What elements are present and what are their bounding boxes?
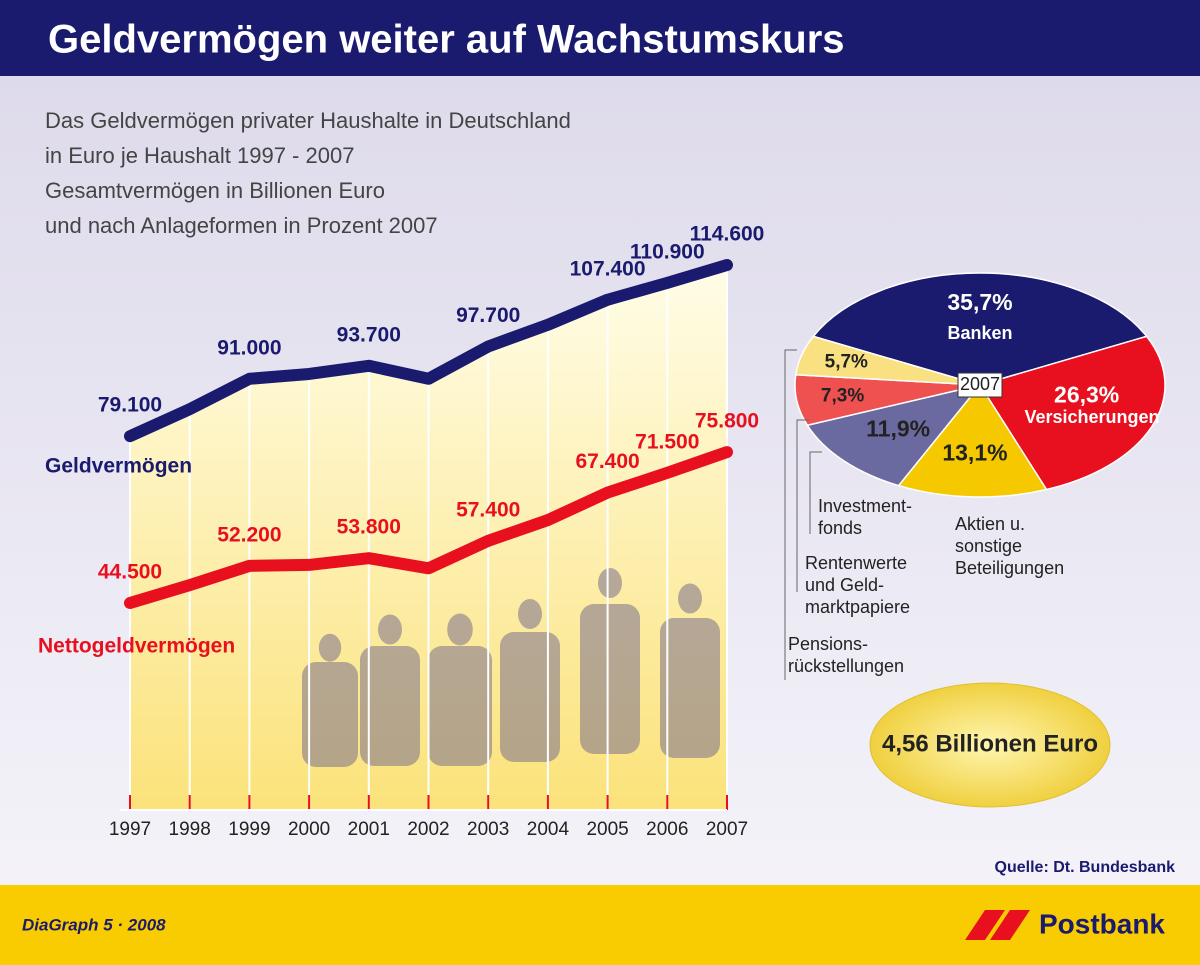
x-tick-label: 1998: [169, 819, 211, 840]
value-label: 91.000: [217, 336, 281, 359]
series-line: [124, 259, 733, 443]
value-label: 11,9%: [866, 415, 930, 441]
pie-chart: 35,7% 26,3% 13,1% 11,9%7,3% 5,7% Banken Versic…: [784, 272, 1166, 680]
coin: [869, 682, 1111, 808]
subtitle-line: Gesamtvermögen in Billionen Euro: [45, 178, 385, 203]
category-label: Banken: [947, 323, 1012, 343]
value-label: 71.500: [635, 430, 699, 453]
category-label: Aktien u.: [955, 514, 1025, 534]
value-label: 13,1%: [942, 439, 1007, 465]
leader-line: [809, 451, 822, 534]
category-label: marktpapiere: [805, 597, 910, 617]
x-tick-label: 2001: [348, 819, 390, 840]
footer: DiaGraph 5 · 2008: [22, 915, 166, 934]
silhouette-body: [660, 618, 720, 758]
center-box: [957, 372, 1003, 398]
pie-slice: [978, 335, 1166, 491]
silhouette-head: [318, 633, 342, 662]
subtitle-line: und nach Anlageformen in Prozent 2007: [45, 213, 438, 238]
value-label: 26,3%: [1054, 382, 1119, 408]
title-bar: [0, 0, 1200, 76]
pie-slice: [806, 383, 982, 487]
silhouette-body: [360, 646, 420, 766]
brand: Postbank: [1039, 908, 1165, 939]
x-tick-label: 2005: [586, 819, 628, 840]
value-label: 35,7%: [947, 289, 1012, 315]
value-label: 53.800: [337, 516, 401, 539]
series-name: Nettogeldvermögen: [38, 635, 235, 658]
value-label: 114.600: [690, 223, 765, 246]
x-tick-label: 2006: [646, 819, 688, 840]
value-label: 107.400: [570, 257, 646, 280]
category-label: Investment-: [818, 496, 912, 516]
category-label: fonds: [818, 518, 862, 538]
source: Quelle: Dt. Bundesbank: [995, 859, 1176, 876]
pie-slice: [794, 335, 981, 386]
line-chart: 1997 1998 1999 2000 2001 2002 2003 2004 2005 2006…: [38, 223, 764, 840]
subtitle: Das Geldvermögen privater Haushalte in D…: [45, 108, 571, 238]
category-label: Pensions-: [788, 634, 868, 654]
value-label: 44.500: [98, 561, 162, 584]
silhouette-body: [580, 604, 640, 754]
value-label: 75.800: [695, 410, 759, 433]
x-tick-label: 2003: [467, 819, 509, 840]
pie-slice: [897, 383, 1048, 498]
silhouette-head: [447, 613, 473, 646]
leader-line: [796, 419, 809, 592]
x-tick-label: 2004: [527, 819, 570, 840]
value-label: 57.400: [456, 498, 520, 521]
category-label: Rentenwerte: [805, 553, 907, 573]
value-label: 7,3%: [821, 386, 864, 407]
value-label: 93.700: [337, 323, 401, 346]
silhouette-body: [428, 646, 492, 766]
silhouette-head: [678, 583, 702, 614]
x-tick-label: 2007: [706, 819, 748, 840]
silhouette-body: [500, 632, 560, 762]
silhouette-head: [378, 614, 402, 645]
category-label: Beteiligungen: [955, 558, 1064, 578]
silhouette-head: [518, 599, 542, 629]
logo: [965, 910, 1030, 940]
category-label: Versicherungen: [1024, 407, 1159, 427]
x-tick-label: 1997: [109, 819, 151, 840]
series-line: [124, 446, 733, 609]
value-label: 110.900: [630, 240, 705, 263]
silhouette-head: [598, 568, 622, 598]
value-label: 52.200: [217, 523, 281, 546]
silhouette-body: [302, 662, 358, 767]
center-label: 2007: [960, 374, 1000, 394]
value-label: 5,7%: [825, 352, 868, 373]
value-label: 79.100: [98, 394, 162, 417]
x-tick-label: 2000: [288, 819, 330, 840]
pie-slice: [812, 272, 1148, 386]
x-tick-label: 2002: [407, 819, 449, 840]
total: 4,56 Billionen Euro: [882, 730, 1098, 757]
title: Geldvermögen weiter auf Wachstumskurs: [48, 18, 845, 62]
category-label: rückstellungen: [788, 656, 904, 676]
category-label: und Geld-: [805, 575, 884, 595]
x-tick-label: 1999: [228, 819, 270, 840]
value-label: 67.400: [575, 450, 639, 473]
series-name: Geldvermögen: [45, 455, 192, 478]
value-label: 97.700: [456, 304, 520, 327]
subtitle-line: in Euro je Haushalt 1997 - 2007: [45, 143, 354, 168]
subtitle-line: Das Geldvermögen privater Haushalte in D…: [45, 108, 571, 133]
leader-line: [784, 349, 797, 680]
category-label: sonstige: [955, 536, 1022, 556]
